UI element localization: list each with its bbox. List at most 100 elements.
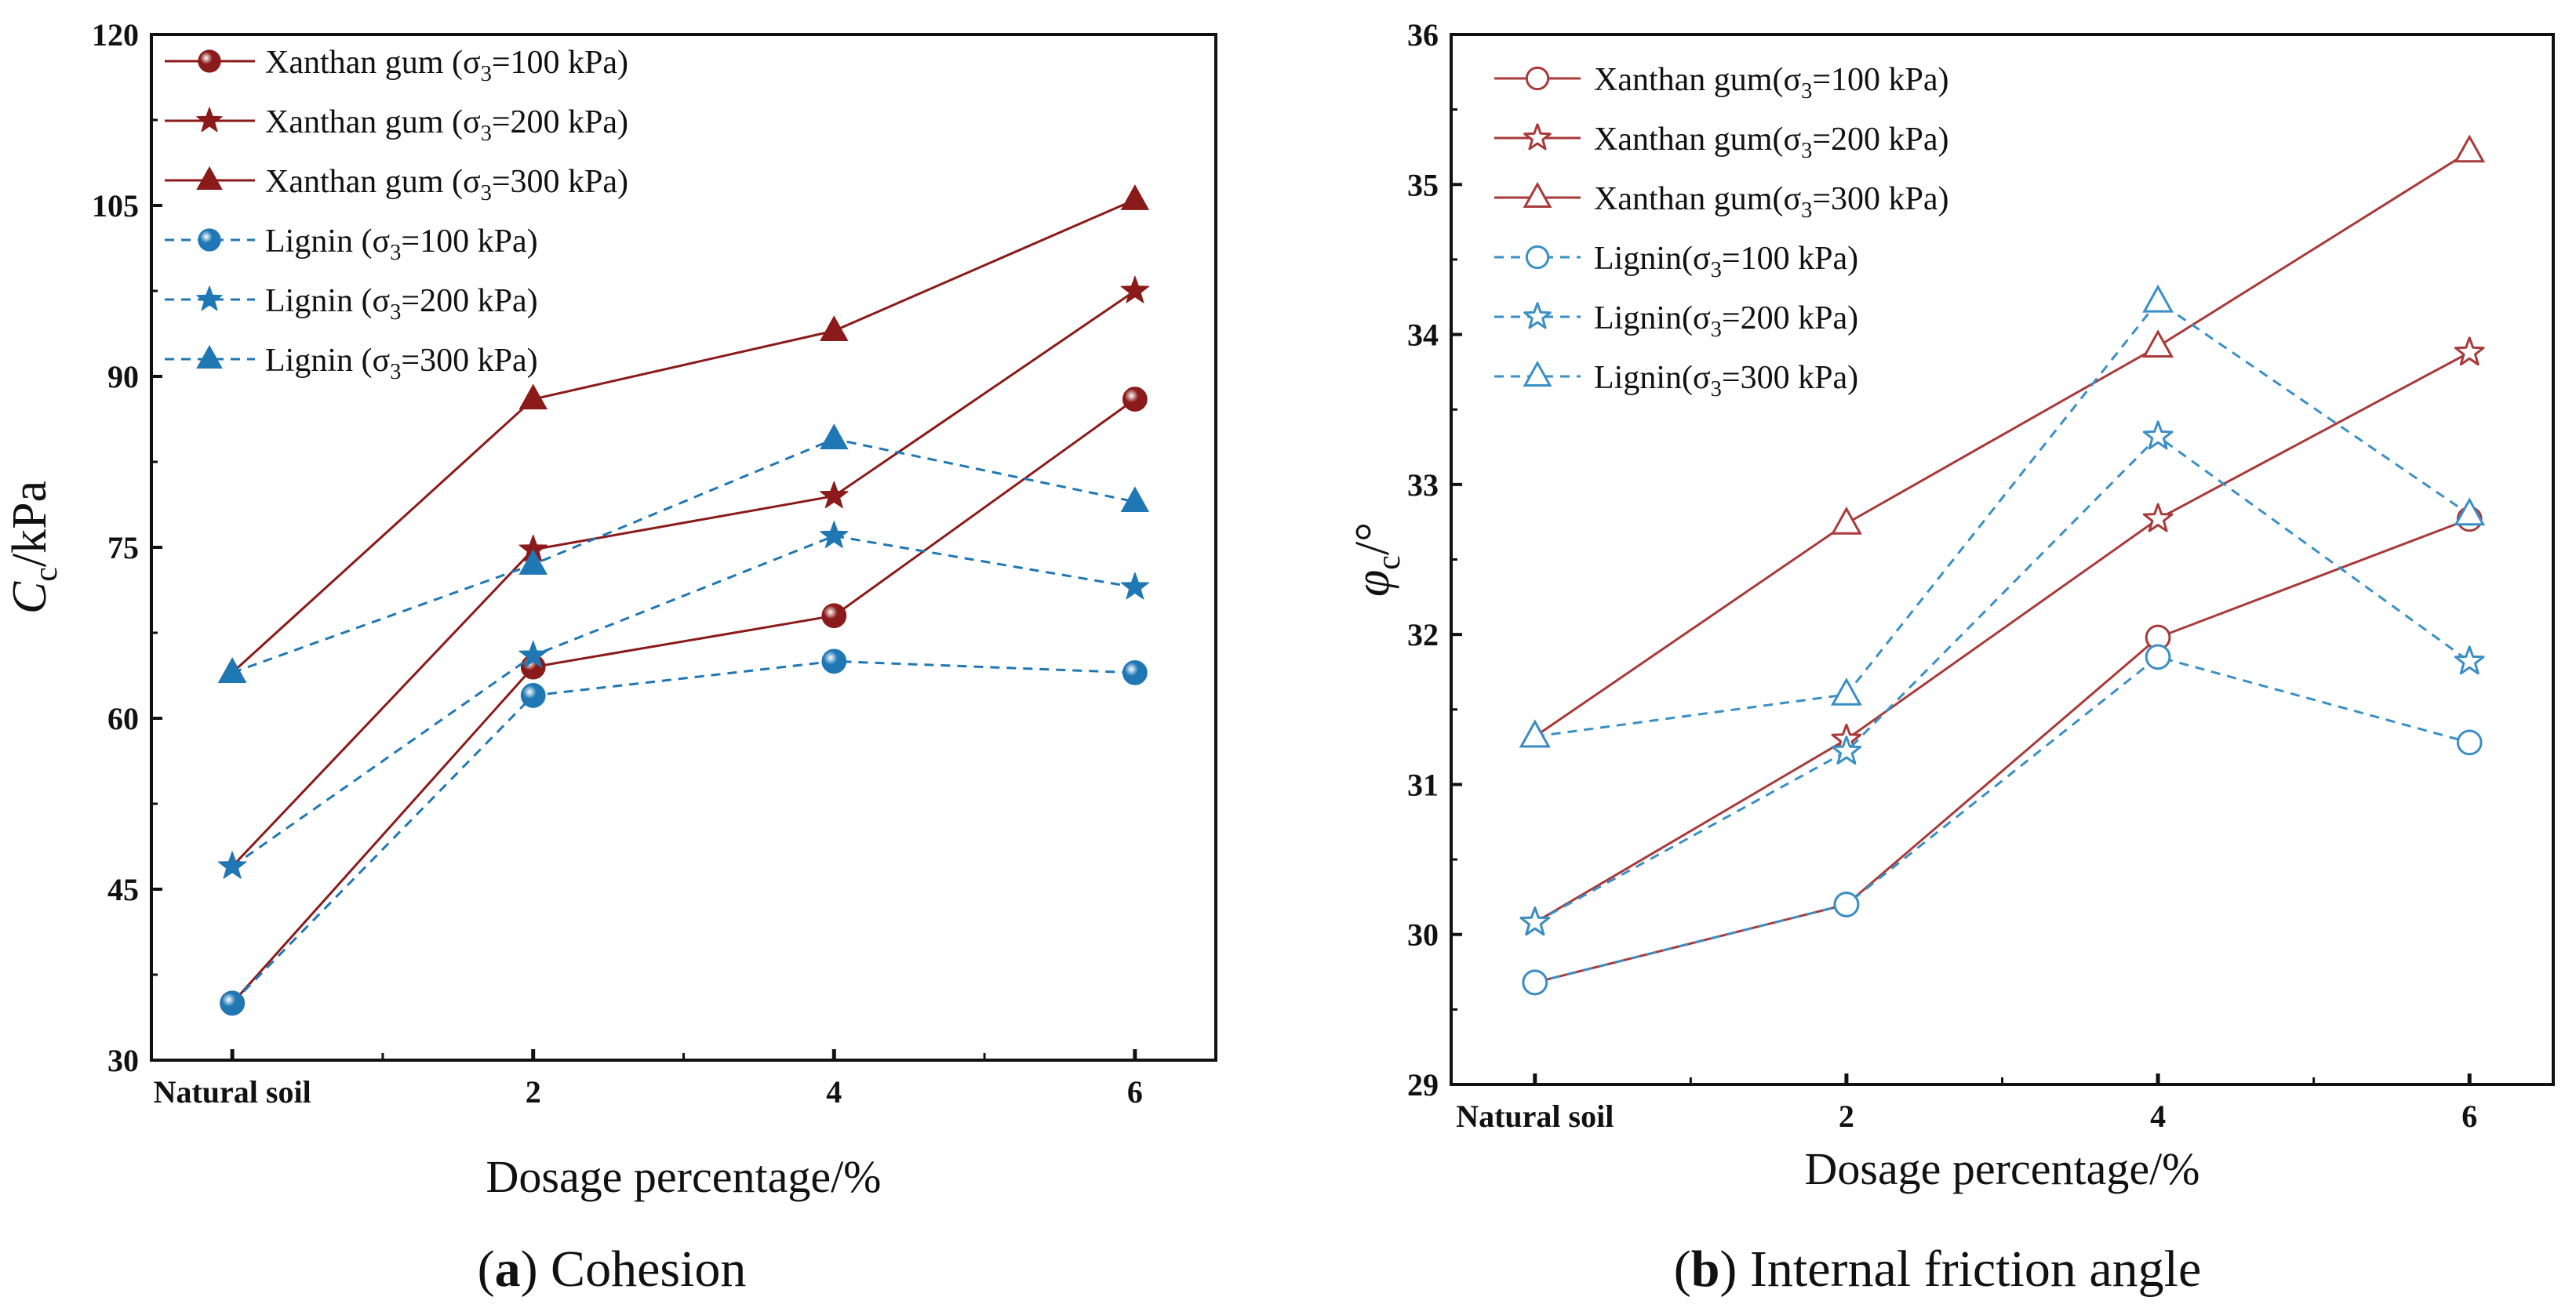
x-tick-label: 2 [526, 1074, 541, 1110]
series-6 [217, 423, 1150, 683]
series-line [1534, 518, 2470, 984]
legend-label: Lignin (σ3=200 kPa) [265, 283, 538, 325]
legend-label: Xanthan gum(σ3=300 kPa) [1594, 181, 1949, 223]
y-tick-label: 33 [1407, 467, 1439, 503]
data-point [518, 640, 548, 668]
data-point [2454, 336, 2485, 366]
data-point [220, 990, 246, 1016]
legend-entry: Xanthan gum (σ3=300 kPa) [165, 164, 628, 205]
y-tick-label: 60 [107, 701, 139, 736]
x-axis-title: Dosage percentage/% [486, 1151, 881, 1202]
data-point [2142, 420, 2174, 450]
data-point [1120, 572, 1150, 600]
legend-entry: Xanthan gum(σ3=200 kPa) [1494, 122, 1949, 163]
y-tick-label: 30 [1407, 917, 1439, 953]
series-3 [1519, 134, 2486, 748]
y-axis-title: φc/° [1346, 522, 1407, 597]
series-4 [1522, 644, 2483, 996]
series-line [1534, 351, 2470, 924]
series-line [1534, 150, 2470, 738]
data-point [1122, 659, 1148, 685]
legend-marker [1525, 66, 1550, 91]
panel-caption: (a) Cohesion [478, 1241, 747, 1298]
data-point [1830, 677, 1862, 706]
y-tick-label: 35 [1407, 167, 1439, 202]
legend-label: Xanthan gum(σ3=200 kPa) [1594, 122, 1949, 163]
data-point [2145, 644, 2171, 670]
legend-marker [1523, 360, 1552, 387]
series-line [1534, 434, 2471, 924]
series-line [231, 438, 1136, 674]
data-point [820, 481, 849, 509]
legend-label: Xanthan gum (σ3=200 kPa) [265, 104, 628, 146]
data-point [518, 383, 548, 410]
x-tick-label: 2 [1839, 1099, 1854, 1134]
legend-marker [198, 49, 221, 73]
y-tick-label: 31 [1407, 767, 1439, 802]
legend-entry: Lignin (σ3=300 kPa) [165, 343, 538, 384]
data-point [820, 423, 849, 450]
data-point [1831, 736, 1862, 765]
y-tick-label: 105 [92, 188, 139, 223]
legend-entry: Xanthan gum(σ3=100 kPa) [1494, 62, 1949, 104]
legend-marker [1523, 302, 1552, 329]
y-tick-label: 34 [1407, 318, 1439, 353]
data-point [1519, 719, 1551, 748]
series-line [231, 659, 1135, 1004]
panel-caption: (b) Internal friction angle [1674, 1241, 2202, 1298]
x-tick-label: Natural soil [1456, 1099, 1614, 1134]
series-line [231, 198, 1136, 674]
data-point [1833, 892, 1860, 917]
data-point [1122, 387, 1148, 412]
data-point [1120, 275, 1150, 303]
series-1 [1522, 506, 2483, 996]
legend-entry: Xanthan gum (σ3=200 kPa) [165, 104, 628, 146]
y-axis-title: Cc/kPa [3, 481, 64, 614]
legend-label: Lignin (σ3=300 kPa) [265, 343, 538, 384]
series-line [231, 289, 1136, 867]
x-tick-label: Natural soil [154, 1074, 311, 1110]
data-point [1830, 506, 1862, 535]
series-6 [1519, 284, 2486, 748]
data-point [2454, 497, 2486, 526]
legend-entry: Xanthan gum (σ3=100 kPa) [165, 45, 628, 86]
data-point [2142, 329, 2174, 358]
data-point [518, 549, 548, 575]
legend-label: Lignin(σ3=300 kPa) [1594, 360, 1858, 401]
data-point [520, 683, 546, 708]
y-tick-label: 36 [1407, 17, 1439, 53]
data-point [2454, 645, 2485, 675]
series-line [231, 398, 1136, 1004]
legend-entry: Lignin(σ3=100 kPa) [1494, 241, 1858, 282]
data-point [821, 603, 847, 629]
x-tick-label: 6 [1127, 1074, 1143, 1110]
series-line [1534, 300, 2471, 738]
data-point [2456, 729, 2483, 756]
data-point [2454, 134, 2486, 163]
series-1 [220, 387, 1148, 1016]
series-5 [1519, 420, 2485, 936]
data-point [217, 657, 247, 683]
y-tick-label: 120 [92, 17, 139, 53]
data-point [820, 521, 849, 549]
legend-label: Lignin (σ3=100 kPa) [265, 223, 538, 265]
legend-marker [196, 107, 223, 133]
legend-marker [1525, 245, 1550, 270]
data-point [1519, 906, 1551, 936]
series-line [231, 534, 1136, 868]
legend-marker [196, 344, 223, 369]
legend-entry: Lignin (σ3=200 kPa) [165, 283, 538, 325]
y-tick-label: 29 [1407, 1067, 1439, 1102]
legend-label: Lignin(σ3=200 kPa) [1594, 300, 1858, 342]
data-point [2142, 503, 2174, 532]
legend-entry: Xanthan gum(σ3=300 kPa) [1494, 181, 1949, 223]
x-tick-label: 4 [826, 1074, 842, 1110]
legend-marker [1523, 181, 1552, 209]
data-point [217, 851, 247, 879]
y-tick-label: 90 [107, 359, 139, 394]
data-point [1522, 969, 1548, 996]
x-tick-label: 4 [2150, 1099, 2166, 1134]
data-point [821, 648, 847, 674]
data-point [1120, 184, 1150, 210]
